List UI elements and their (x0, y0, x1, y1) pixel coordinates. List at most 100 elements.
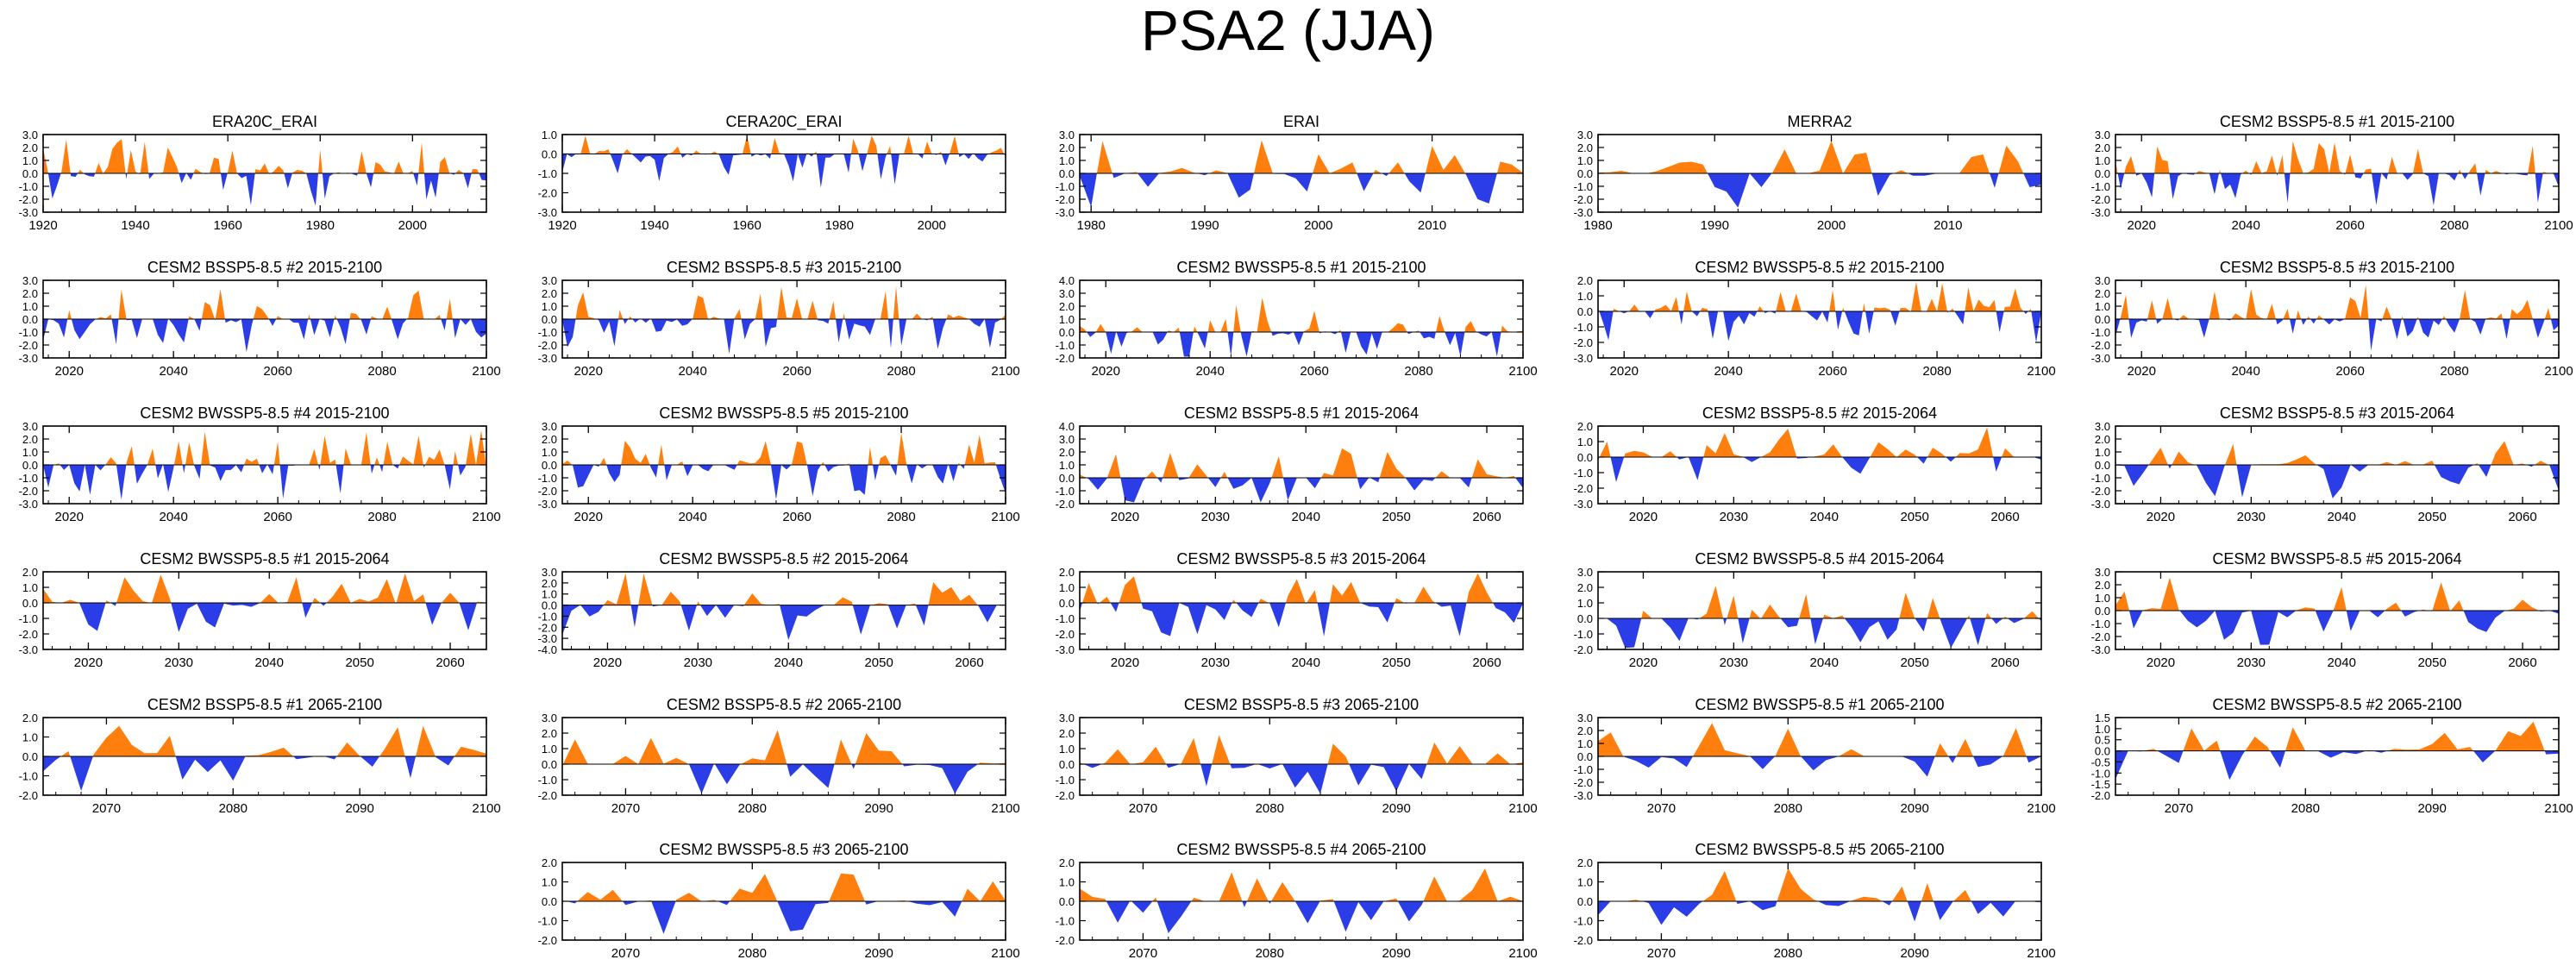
ytick-label: 2.0 (22, 433, 38, 446)
ytick-label: -2.0 (2091, 485, 2110, 498)
xtick-label: 2080 (1404, 364, 1432, 379)
positive-area (2115, 285, 2559, 319)
negative-area (2115, 319, 2559, 351)
panel-title: CESM2 BWSSP5-8.5 #2 2065-2100 (2212, 696, 2461, 713)
xtick-label: 2060 (2508, 655, 2536, 670)
ytick-label: -1.0 (1056, 774, 1075, 787)
positive-area (2115, 721, 2559, 751)
ytick-label: 0.5 (2095, 734, 2110, 747)
ytick-label: -2.0 (538, 934, 557, 947)
ytick-label: 0.0 (1059, 472, 1075, 485)
ytick-label: -2.0 (538, 485, 557, 498)
panel-13: CESM2 BSSP5-8.5 #1 2015-2064 4.03.02.01.0… (1056, 404, 1524, 524)
negative-area (43, 319, 486, 353)
xtick-label: 2040 (159, 510, 187, 524)
ytick-label: 0.0 (1577, 167, 1593, 180)
ytick-label: 1.0 (542, 588, 557, 601)
panel-8: CESM2 BWSSP5-8.5 #1 2015-2100 4.03.02.01.… (1056, 259, 1538, 379)
ytick-label: -2.0 (2091, 789, 2110, 802)
ytick-label: -2.0 (2091, 630, 2110, 643)
positive-area (1080, 140, 1523, 173)
panel-25: CESM2 BWSSP5-8.5 #2 2065-2100 1.51.00.50.… (2091, 696, 2573, 816)
ytick-label: 0.0 (542, 758, 557, 771)
negative-area (562, 465, 1006, 500)
plot-frame (1079, 425, 1524, 505)
ytick-label: -1.0 (1056, 485, 1075, 498)
xtick-label: 2080 (1774, 801, 1802, 816)
ytick-label: 2.0 (1059, 300, 1075, 313)
xtick-label: 2000 (1817, 218, 1846, 233)
plot-frame (1079, 571, 1524, 650)
ytick-label: 3.0 (542, 274, 557, 287)
xtick-label: 2100 (991, 801, 1019, 816)
panel-10: CESM2 BSSP5-8.5 #3 2015-2100 3.02.01.00.0… (2091, 259, 2573, 379)
ytick-label: 3.0 (1577, 129, 1593, 141)
xtick-label: 2020 (2128, 364, 2156, 379)
xtick-label: 2020 (1629, 655, 1658, 670)
xtick-label: 2040 (678, 364, 706, 379)
positive-area (43, 573, 486, 603)
ytick-label: 3.0 (542, 566, 557, 579)
xtick-label: 2040 (1810, 510, 1839, 524)
ytick-label: 1.5 (2095, 712, 2110, 724)
ytick-label: 1.0 (1059, 459, 1075, 472)
xtick-label: 2040 (159, 364, 187, 379)
ytick-label: 1.0 (2095, 723, 2110, 736)
xtick-label: 2080 (738, 801, 767, 816)
xtick-label: 1990 (1190, 218, 1219, 233)
ytick-label: 2.0 (1059, 446, 1075, 459)
ytick-label: -1.0 (538, 610, 557, 623)
xtick-label: 1940 (121, 218, 149, 233)
ytick-label: -3.0 (1574, 352, 1593, 365)
ytick-label: -1.0 (1574, 321, 1593, 334)
ytick-label: 3.0 (1059, 712, 1075, 724)
negative-area (2115, 465, 2559, 499)
xtick-label: 2060 (782, 510, 811, 524)
xtick-label: 2030 (684, 655, 712, 670)
ytick-label: -3.0 (1574, 498, 1593, 511)
xtick-label: 2090 (1382, 946, 1410, 961)
ytick-label: 0.0 (22, 750, 38, 763)
negative-area (43, 465, 486, 500)
xtick-label: 2080 (367, 510, 396, 524)
negative-area (1598, 173, 2041, 208)
xtick-label: 2090 (1900, 801, 1928, 816)
xtick-label: 2100 (991, 510, 1019, 524)
ytick-label: -1.0 (1574, 763, 1593, 776)
ytick-label: -1.0 (2091, 767, 2110, 780)
positive-area (1598, 141, 2041, 173)
panel-title: MERRA2 (1787, 113, 1852, 130)
ytick-label: 1.0 (1059, 154, 1075, 167)
figure-title: PSA2 (JJA) (1140, 0, 1436, 62)
ytick-label: -1.0 (1574, 915, 1593, 928)
ytick-label: 2.0 (542, 577, 557, 590)
panel-title: CESM2 BWSSP5-8.5 #5 2015-2064 (2212, 550, 2461, 568)
positive-area (1598, 586, 2041, 618)
xtick-label: 2080 (887, 510, 915, 524)
ytick-label: 1.0 (1059, 581, 1075, 594)
negative-area (1080, 764, 1523, 794)
negative-area (2115, 750, 2559, 781)
ytick-label: 0.0 (1059, 167, 1075, 180)
xtick-label: 2030 (2237, 510, 2266, 524)
ytick-label: 1.0 (1577, 597, 1593, 610)
ytick-label: 1.0 (1059, 876, 1075, 889)
ytick-label: 0.0 (2095, 313, 2110, 326)
ytick-label: -2.0 (538, 789, 557, 802)
panel-title: CESM2 BSSP5-8.5 #2 2065-2100 (667, 696, 901, 713)
xtick-label: 2060 (2508, 510, 2536, 524)
xtick-label: 2020 (55, 510, 84, 524)
xtick-label: 2080 (2440, 218, 2468, 233)
ytick-label: 2.0 (2095, 433, 2110, 446)
xtick-label: 2000 (398, 218, 427, 233)
panel-18: CESM2 BWSSP5-8.5 #3 2015-2064 2.0 1.0 0.0 -1… (1056, 550, 1524, 670)
negative-area (1598, 311, 2041, 343)
xtick-label: 1940 (640, 218, 668, 233)
panel-title: CESM2 BSSP5-8.5 #3 2065-2100 (1184, 696, 1419, 713)
ytick-label: 0.0 (22, 313, 38, 326)
plot-frame (1597, 571, 2042, 650)
ytick-label: -1.0 (1574, 180, 1593, 193)
ytick-label: 3.0 (1059, 433, 1075, 446)
